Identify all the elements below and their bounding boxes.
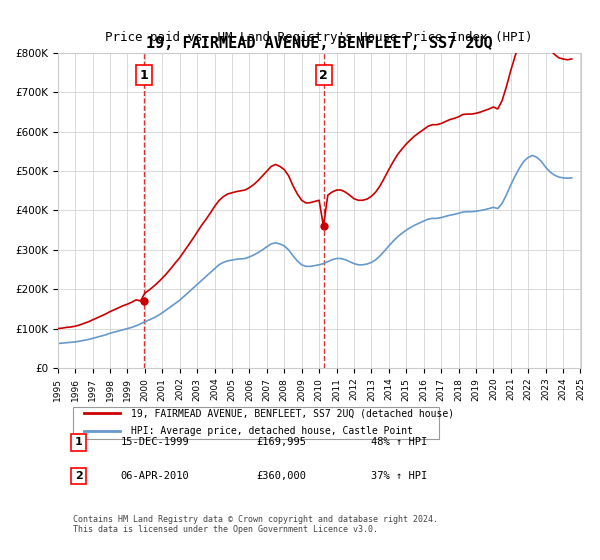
Text: 48% ↑ HPI: 48% ↑ HPI	[371, 437, 428, 447]
Text: Price paid vs. HM Land Registry's House Price Index (HPI): Price paid vs. HM Land Registry's House …	[106, 31, 533, 44]
Text: £360,000: £360,000	[256, 471, 307, 481]
Text: 1: 1	[140, 69, 149, 82]
Text: 1: 1	[75, 437, 83, 447]
FancyBboxPatch shape	[73, 407, 439, 438]
Text: Contains HM Land Registry data © Crown copyright and database right 2024.
This d: Contains HM Land Registry data © Crown c…	[73, 515, 439, 534]
Text: £169,995: £169,995	[256, 437, 307, 447]
Title: 19, FAIRMEAD AVENUE, BENFLEET, SS7 2UQ: 19, FAIRMEAD AVENUE, BENFLEET, SS7 2UQ	[146, 35, 493, 50]
Text: 37% ↑ HPI: 37% ↑ HPI	[371, 471, 428, 481]
Text: 15-DEC-1999: 15-DEC-1999	[121, 437, 189, 447]
Text: 19, FAIRMEAD AVENUE, BENFLEET, SS7 2UQ (detached house): 19, FAIRMEAD AVENUE, BENFLEET, SS7 2UQ (…	[131, 408, 454, 418]
Text: HPI: Average price, detached house, Castle Point: HPI: Average price, detached house, Cast…	[131, 426, 413, 436]
Text: 2: 2	[319, 69, 328, 82]
Text: 2: 2	[75, 471, 83, 481]
Text: 06-APR-2010: 06-APR-2010	[121, 471, 189, 481]
